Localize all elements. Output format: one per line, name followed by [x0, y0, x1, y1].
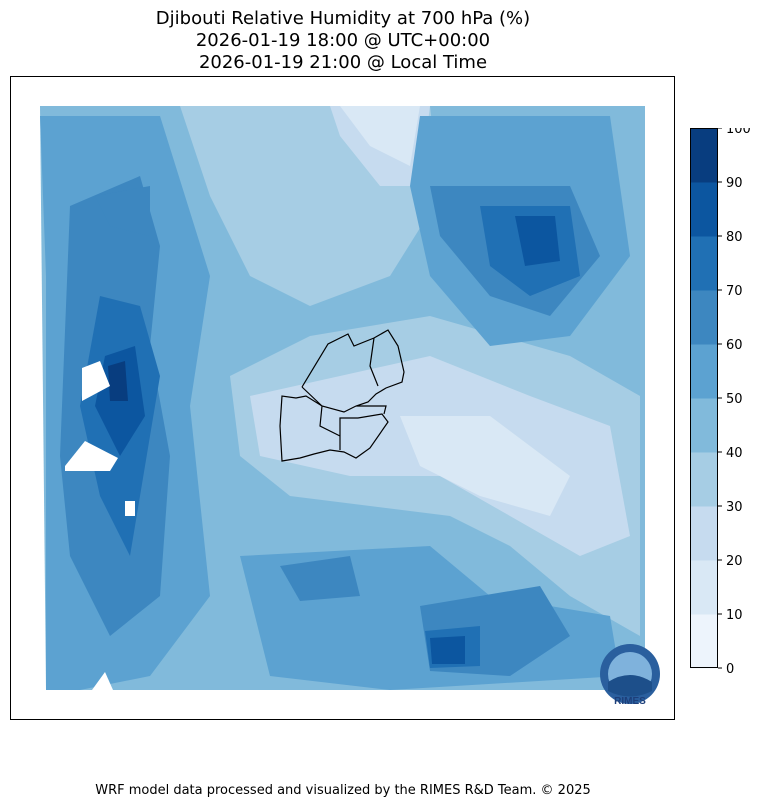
contour-band-10-20 — [340, 106, 420, 166]
missing-data-area — [125, 501, 135, 516]
humidity-field — [40, 106, 645, 690]
svg-text:RIMES: RIMES — [614, 696, 646, 707]
colorbar-tick-label: 40 — [726, 446, 743, 461]
colorbar-bin — [690, 290, 718, 345]
contour-band-80-90 — [515, 216, 560, 266]
colorbar-tick-label: 70 — [726, 284, 743, 299]
colorbar-tick-label: 90 — [726, 176, 743, 191]
missing-data-area — [82, 361, 110, 401]
country-border — [279, 329, 405, 462]
map-plot: RIMES — [10, 76, 675, 720]
colorbar-bin — [690, 452, 718, 507]
colorbar-tick-label: 30 — [726, 500, 743, 515]
colorbar-bin — [690, 344, 718, 399]
colorbar-bin — [690, 236, 718, 291]
colorbar-bin — [690, 128, 718, 183]
colorbar-tick-label: 60 — [726, 338, 743, 353]
colorbar-bin — [690, 614, 718, 669]
colorbar-bin — [690, 398, 718, 453]
colorbar-tick-label: 50 — [726, 392, 743, 407]
contour-band-10-20 — [400, 416, 570, 516]
colorbar-tick-label: 20 — [726, 554, 743, 569]
colorbar-tick-label: 10 — [726, 608, 743, 623]
colorbar-bin — [690, 506, 718, 561]
colorbar-tick-label: 80 — [726, 230, 743, 245]
title-line-2: 2026-01-19 18:00 @ UTC+00:00 — [195, 30, 491, 51]
colorbar-bin — [690, 182, 718, 237]
colorbar-tick-label: 100 — [726, 128, 751, 137]
missing-data-area — [65, 441, 118, 471]
colorbar-tick-label: 0 — [726, 662, 734, 674]
contour-band-90-100 — [108, 361, 128, 401]
colorbar: 0 10 20 30 40 50 60 70 80 90 100 — [690, 128, 751, 674]
contour-band-60-70 — [280, 556, 360, 601]
title-line-1: Djibouti Relative Humidity at 700 hPa (%… — [155, 8, 531, 29]
colorbar-bin — [690, 560, 718, 615]
missing-data-area — [92, 672, 113, 690]
contour-band-60-70 — [95, 186, 150, 236]
footer-credit: WRF model data processed and visualized … — [95, 783, 591, 798]
title-line-3: 2026-01-19 21:00 @ Local Time — [198, 52, 488, 73]
contour-band-80-90 — [430, 636, 465, 664]
rimes-logo: RIMES — [600, 644, 660, 707]
